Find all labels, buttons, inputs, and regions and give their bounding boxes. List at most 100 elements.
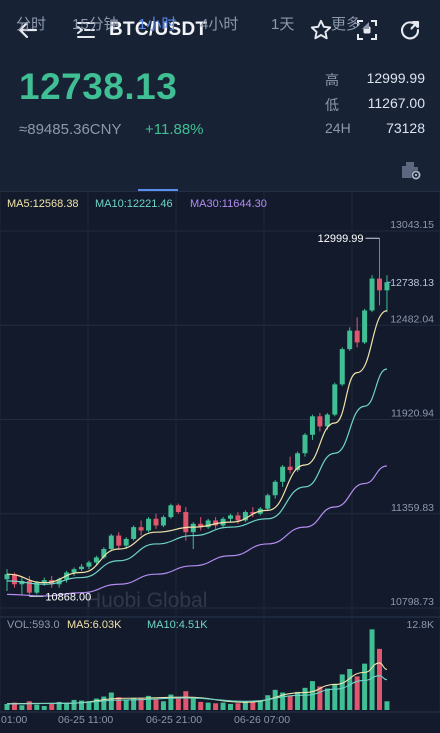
volume-bar: [183, 691, 189, 710]
candle-body: [108, 535, 114, 549]
menu-list-icon: [77, 22, 95, 38]
tab-1day[interactable]: 1天: [271, 16, 295, 33]
tab-more[interactable]: 更多: [331, 13, 370, 34]
volume-bar: [257, 700, 263, 710]
volume-bar: [369, 629, 375, 710]
candle-body: [175, 505, 181, 513]
watermark-text: Huobi Global: [86, 589, 207, 612]
tab-15min[interactable]: 15分钟: [72, 16, 119, 33]
refresh-icon: [400, 20, 420, 40]
candle-body: [302, 434, 308, 454]
volume-bar: [175, 698, 181, 710]
volume-bar: [235, 703, 241, 710]
candle-body: [131, 527, 137, 539]
refresh-button[interactable]: [394, 14, 426, 46]
chart-settings-button[interactable]: [398, 158, 424, 187]
price-axis-label: 11920.94: [391, 408, 434, 420]
candle-body: [317, 416, 323, 427]
ma5-legend: MA5:12568.38: [7, 198, 79, 210]
volume-bar: [213, 703, 219, 710]
volume-bar: [101, 696, 107, 710]
chart-markers: 12999.99 10868.00 12738.13: [29, 233, 434, 603]
candle-body: [4, 574, 10, 580]
ma30-legend: MA30:11644.30: [190, 198, 267, 210]
candle-body: [339, 349, 345, 385]
volume-bars: [4, 629, 390, 710]
volume-bar: [198, 701, 204, 710]
volume-bar: [123, 699, 129, 710]
tab-timeshare[interactable]: 分时: [16, 16, 47, 33]
active-tab-indicator: [138, 189, 178, 191]
tab-4hour[interactable]: 4小时: [200, 16, 239, 33]
candle-body: [272, 481, 278, 496]
candle-body: [324, 414, 330, 427]
volume-bar: [4, 703, 10, 710]
volume-bar: [287, 695, 293, 710]
volume-bar: [93, 698, 99, 710]
volume-bar: [250, 701, 256, 710]
candle-body: [34, 582, 40, 593]
volume-bar: [362, 663, 368, 710]
candle-body: [362, 310, 368, 343]
tab-1hour[interactable]: 1小时: [138, 16, 177, 33]
candle-body: [265, 495, 271, 509]
candle-body: [123, 538, 129, 546]
min-price-label: 10868.00: [45, 591, 91, 603]
volume-bar: [26, 701, 32, 710]
favorite-button[interactable]: [305, 14, 337, 46]
candle-body: [138, 527, 144, 531]
candle-body: [213, 520, 219, 526]
volume-bar: [302, 687, 308, 710]
low-value: 11267.00: [367, 95, 425, 111]
volume-bar: [272, 689, 278, 710]
candle-body: [153, 518, 159, 526]
pair-menu-button[interactable]: [70, 14, 102, 46]
volume-ma10-line: [6, 675, 388, 705]
volume-legend: VOL:593.0: [7, 619, 60, 631]
candle-body: [242, 512, 248, 521]
volume-bar: [71, 699, 77, 710]
price-change: +11.88%: [145, 121, 204, 138]
volume-bar: [265, 695, 271, 710]
candle-body: [384, 282, 390, 291]
candle-body: [235, 515, 241, 521]
volume-ma10-legend: MA10:4.51K: [147, 619, 208, 631]
chart-background: [0, 192, 440, 733]
low-label: 低: [325, 97, 339, 113]
volume-bar: [324, 688, 330, 710]
cny-price: ≈89485.36CNY: [19, 121, 122, 138]
kline-chart[interactable]: Huobi Global 13043.15 12482.04 11920.94 113…: [0, 192, 440, 733]
ma-lines: [6, 310, 388, 705]
volume-bar: [131, 697, 137, 710]
pair-title[interactable]: BTC/USDT: [109, 19, 208, 40]
tab-more-label: 更多: [331, 16, 362, 33]
ticker-panel: [0, 62, 440, 148]
current-price-label: 12738.13: [390, 277, 434, 289]
volume-bar: [220, 702, 226, 710]
candle-body: [79, 566, 84, 570]
price-axis-label: 13043.15: [390, 219, 434, 231]
time-axis-label: 06-26 07:00: [234, 714, 290, 726]
volume-bar: [377, 648, 382, 710]
back-arrow-icon: [18, 21, 38, 39]
volume-bar: [138, 698, 144, 710]
volume-bar: [242, 701, 248, 710]
high-value: 12999.99: [366, 70, 425, 86]
price-axis-label: 11359.83: [391, 502, 434, 514]
volume-bar: [49, 703, 55, 710]
back-button[interactable]: [12, 14, 44, 46]
time-axis-label: 06-25 11:00: [58, 714, 113, 726]
candle-body: [93, 557, 99, 563]
candle-body: [190, 523, 196, 533]
volume-24h-label: 24H: [325, 120, 351, 136]
candle-body: [309, 416, 315, 435]
volume-24h-value: 73128: [386, 120, 425, 136]
time-axis-label: 01:00: [1, 714, 27, 726]
candle-body: [280, 466, 286, 482]
candle-body: [116, 535, 122, 546]
volume-axis-label: 12.8K: [407, 619, 434, 631]
volume-bar: [332, 683, 338, 710]
chart-settings-icon: [402, 162, 421, 180]
candle-body: [26, 580, 32, 593]
candle-body: [101, 548, 107, 558]
